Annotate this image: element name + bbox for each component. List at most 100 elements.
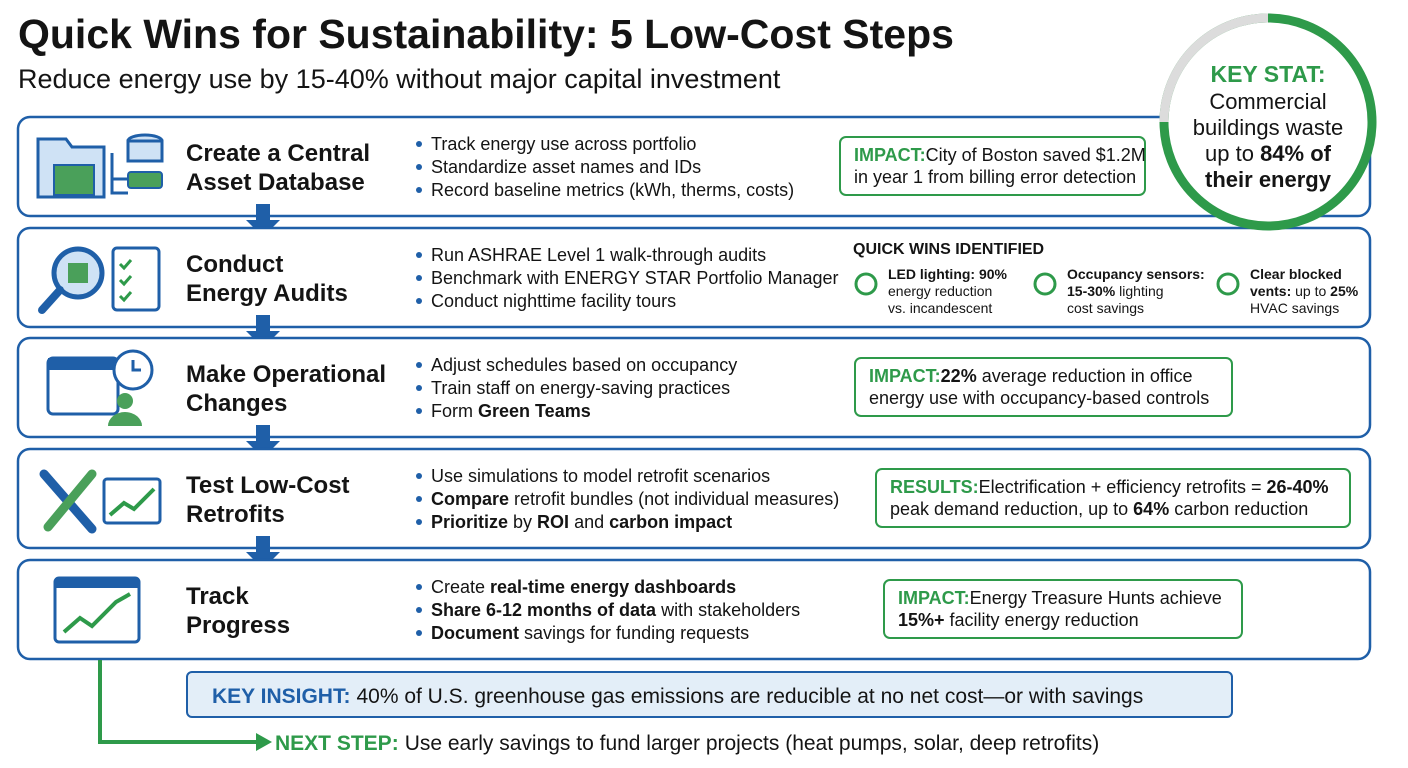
- bullet-dot: [416, 496, 422, 502]
- bullet-dot: [416, 252, 422, 258]
- bullet-dot: [416, 385, 422, 391]
- bullet: Share 6-12 months of data with stakehold…: [431, 600, 800, 620]
- bullet: Form Green Teams: [431, 401, 591, 421]
- key-insight: KEY INSIGHT: 40% of U.S. greenhouse gas e…: [212, 685, 1143, 708]
- bullet: Conduct nighttime facility tours: [431, 291, 676, 311]
- step-title: Retrofits: [186, 501, 285, 528]
- text-run: 25%: [1330, 283, 1359, 299]
- callout-box: [854, 357, 1233, 417]
- text-run: Create: [431, 577, 490, 597]
- quick-win-line: energy reduction: [888, 283, 992, 299]
- text-run: Electrification + efficiency retrofits =: [979, 477, 1267, 497]
- text-run: Standardize asset names and IDs: [431, 157, 701, 177]
- text-run: Run ASHRAE Level 1 walk-through audits: [431, 245, 766, 265]
- icon-window-bar: [55, 578, 139, 588]
- icon-building: [53, 164, 95, 196]
- text-run: energy use with occupancy-based controls: [869, 388, 1209, 408]
- bullet: Create real-time energy dashboards: [431, 577, 736, 597]
- icon-chart: [68, 263, 88, 283]
- callout-line: 15%+ facility energy reduction: [898, 610, 1139, 630]
- bullet-dot: [416, 298, 422, 304]
- next-step-label: NEXT STEP:: [275, 732, 399, 755]
- text-run: Compare: [431, 489, 509, 509]
- key-stat-line: buildings waste: [1193, 115, 1343, 140]
- text-run: 15%+: [898, 610, 945, 630]
- text-run: retrofit bundles (not individual measure…: [509, 489, 839, 509]
- text-run: and: [569, 512, 609, 532]
- text-run: average reduction in office: [977, 366, 1193, 386]
- next-step-connector: [98, 660, 258, 744]
- key-stat-line: their energy: [1205, 167, 1332, 192]
- icon-screen: [102, 477, 162, 525]
- text-run: City of Boston saved $1.2M: [926, 145, 1146, 165]
- text-run: peak demand reduction, up to: [890, 499, 1133, 519]
- text-run: ROI: [537, 512, 569, 532]
- callout-line: IMPACT:22% average reduction in office: [869, 366, 1193, 386]
- bullet-dot: [416, 362, 422, 368]
- text-run: Adjust schedules based on occupancy: [431, 355, 737, 375]
- text-run: Form: [431, 401, 478, 421]
- key-stat-line: up to 84% of: [1205, 141, 1332, 166]
- key-stat-label: KEY STAT:: [1210, 61, 1325, 87]
- text-run: cost savings: [1067, 300, 1144, 316]
- step-title: Asset Database: [186, 169, 365, 196]
- bullet: Run ASHRAE Level 1 walk-through audits: [431, 245, 766, 265]
- text-run: with stakeholders: [656, 600, 800, 620]
- icon-clock-hands: [131, 360, 141, 372]
- bullet-dot: [416, 519, 422, 525]
- quick-win-line: Occupancy sensors:: [1067, 266, 1205, 282]
- step-title: Test Low-Cost: [186, 472, 350, 499]
- text-run: Train staff on energy-saving practices: [431, 378, 730, 398]
- quick-win-line: HVAC savings: [1250, 300, 1339, 316]
- bullet-dot: [416, 187, 422, 193]
- callout-line: in year 1 from billing error detection: [854, 167, 1136, 187]
- callout-line: peak demand reduction, up to 64% carbon …: [890, 499, 1308, 519]
- step-arrow: [246, 204, 280, 237]
- callout-box: [883, 579, 1243, 639]
- text-run: energy reduction: [888, 283, 992, 299]
- title: Quick Wins for Sustainability: 5 Low-Cos…: [18, 11, 954, 57]
- text-run: HVAC savings: [1250, 300, 1339, 316]
- text-run: vs. incandescent: [888, 300, 992, 316]
- text-run: real-time energy dashboards: [490, 577, 736, 597]
- step-title: Changes: [186, 390, 287, 417]
- text-run: up to: [1205, 141, 1260, 166]
- step-title: Create a Central: [186, 140, 370, 167]
- callout-line: energy use with occupancy-based controls: [869, 388, 1209, 408]
- quick-win-icon: [854, 272, 878, 296]
- text-run: Occupancy sensors:: [1067, 266, 1205, 282]
- text-run: up to: [1291, 283, 1330, 299]
- step-arrow: [246, 536, 280, 569]
- bullet: Adjust schedules based on occupancy: [431, 355, 737, 375]
- text-run: Conduct nighttime facility tours: [431, 291, 676, 311]
- bullet: Record baseline metrics (kWh, therms, co…: [431, 180, 794, 200]
- step-title: Energy Audits: [186, 280, 348, 307]
- next-step-text: Use early savings to fund larger project…: [405, 732, 1100, 755]
- key-insight-box: [186, 671, 1233, 718]
- icon-links: [110, 153, 128, 195]
- bullet: Use simulations to model retrofit scenar…: [431, 466, 770, 486]
- text-run: Document: [431, 623, 519, 643]
- icon-trend: [108, 487, 156, 517]
- icon-clipboard: [111, 246, 161, 312]
- step-arrow: [246, 425, 280, 458]
- quick-win-line: 15-30% lighting: [1067, 283, 1164, 299]
- callout-box: [875, 468, 1351, 528]
- step-title: Conduct: [186, 251, 283, 278]
- icon-trend: [62, 592, 131, 634]
- bullet: Benchmark with ENERGY STAR Portfolio Man…: [431, 268, 839, 288]
- subtitle: Reduce energy use by 15-40% without majo…: [18, 64, 781, 94]
- quick-win-line: vs. incandescent: [888, 300, 992, 316]
- text-run: 64%: [1133, 499, 1169, 519]
- quick-win-line: cost savings: [1067, 300, 1144, 316]
- icon-screwdriver: [43, 469, 97, 532]
- text-run: Benchmark with ENERGY STAR Portfolio Man…: [431, 268, 839, 288]
- text-run: savings for funding requests: [519, 623, 749, 643]
- quick-win-line: Clear blocked: [1250, 266, 1342, 282]
